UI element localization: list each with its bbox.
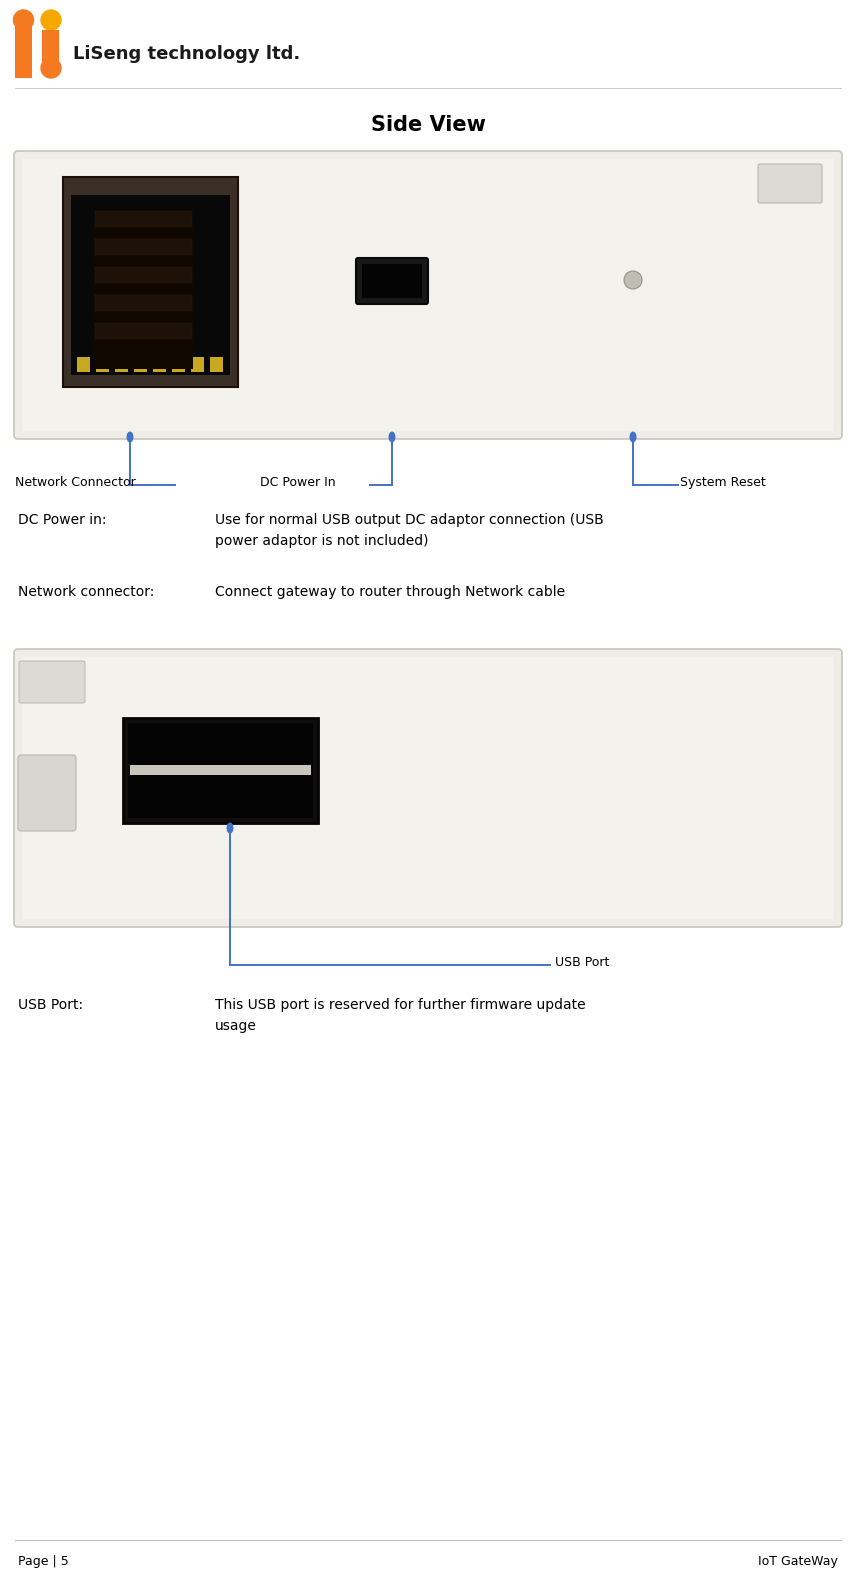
Text: Network Connector: Network Connector: [15, 475, 136, 490]
Text: IoT GateWay: IoT GateWay: [758, 1555, 838, 1569]
Text: Side View: Side View: [371, 115, 485, 135]
FancyBboxPatch shape: [14, 648, 842, 927]
FancyBboxPatch shape: [758, 164, 822, 203]
Bar: [63, 176, 238, 387]
Ellipse shape: [389, 431, 395, 442]
Bar: [42, 30, 59, 68]
FancyBboxPatch shape: [14, 151, 842, 439]
Bar: [93, 224, 193, 368]
Ellipse shape: [227, 823, 234, 834]
Text: Network connector:: Network connector:: [18, 586, 154, 600]
Bar: [95, 268, 192, 283]
Circle shape: [41, 58, 61, 79]
Bar: [15, 20, 32, 79]
Bar: [96, 357, 109, 371]
Bar: [22, 159, 834, 431]
Bar: [172, 357, 185, 371]
Ellipse shape: [629, 431, 637, 442]
Text: USB Port: USB Port: [555, 955, 609, 970]
Bar: [95, 239, 192, 255]
Text: System Reset: System Reset: [680, 475, 766, 490]
Text: USB Port:: USB Port:: [18, 998, 83, 1012]
FancyBboxPatch shape: [356, 258, 428, 304]
Bar: [191, 357, 204, 371]
Bar: [153, 357, 166, 371]
Bar: [210, 357, 223, 371]
Circle shape: [14, 9, 33, 30]
Bar: [95, 294, 192, 312]
Bar: [130, 765, 311, 774]
Circle shape: [41, 9, 61, 30]
Text: Page | 5: Page | 5: [18, 1555, 68, 1569]
Bar: [71, 195, 230, 375]
Ellipse shape: [127, 431, 134, 442]
Bar: [95, 323, 192, 338]
Bar: [128, 722, 313, 818]
FancyBboxPatch shape: [19, 661, 85, 704]
Text: Connect gateway to router through Network cable: Connect gateway to router through Networ…: [215, 586, 565, 600]
Bar: [22, 656, 834, 919]
Bar: [134, 357, 147, 371]
Bar: [123, 718, 318, 823]
FancyBboxPatch shape: [18, 756, 76, 831]
Text: DC Power in:: DC Power in:: [18, 513, 106, 527]
Text: DC Power In: DC Power In: [260, 475, 336, 490]
Circle shape: [624, 271, 642, 290]
Bar: [115, 357, 128, 371]
Bar: [362, 264, 422, 297]
Text: Use for normal USB output DC adaptor connection (USB
power adaptor is not includ: Use for normal USB output DC adaptor con…: [215, 513, 603, 548]
Bar: [95, 211, 192, 227]
Text: LiSeng technology ltd.: LiSeng technology ltd.: [73, 46, 300, 63]
Text: This USB port is reserved for further firmware update
usage: This USB port is reserved for further fi…: [215, 998, 586, 1033]
Bar: [77, 357, 90, 371]
